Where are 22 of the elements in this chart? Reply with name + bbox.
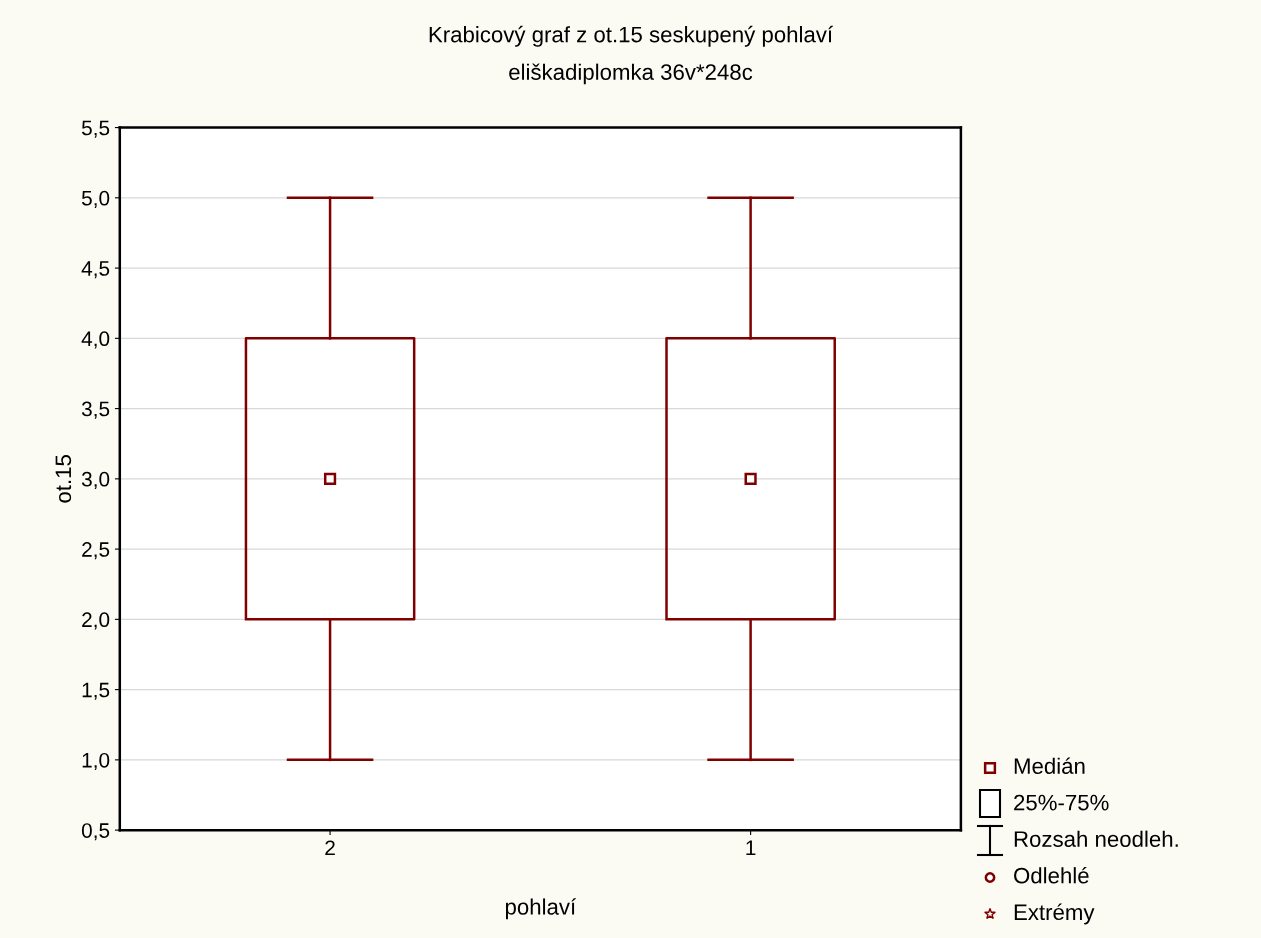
chart-subtitle: eliškadiplomka 36v*248c xyxy=(509,63,753,85)
y-tick-label: 3,0 xyxy=(81,471,110,490)
y-tick-label: 2,0 xyxy=(82,612,110,630)
y-tick-label: 4,5 xyxy=(81,261,110,279)
text: Medián xyxy=(1014,757,1085,774)
text: Odlehlé xyxy=(1014,866,1089,884)
y-tick-label: 5,5 xyxy=(81,120,110,138)
chart-title: Krabicový graf z ot.15 seskupený pohlaví xyxy=(429,25,833,47)
y-tick-label: 1,5 xyxy=(82,682,110,700)
text: Extrémy xyxy=(1014,903,1095,925)
y-tick-label: 0,5 xyxy=(81,823,110,841)
text: Rozsah neodleh. xyxy=(1014,830,1178,847)
x-tick-label: 1 xyxy=(746,840,756,855)
x-axis-title: pohlaví xyxy=(505,898,577,920)
y-tick-label: 5,0 xyxy=(81,190,110,209)
x-tick-label: 2 xyxy=(325,840,335,855)
y-axis-title: ot.15 xyxy=(55,455,72,503)
y-tick-label: 1,0 xyxy=(82,752,110,771)
y-tick-label: 2,5 xyxy=(82,542,110,560)
y-tick-label: 3,5 xyxy=(81,401,110,419)
text: 25%-75% xyxy=(1014,794,1109,811)
y-tick-label: 4,0 xyxy=(81,331,110,349)
